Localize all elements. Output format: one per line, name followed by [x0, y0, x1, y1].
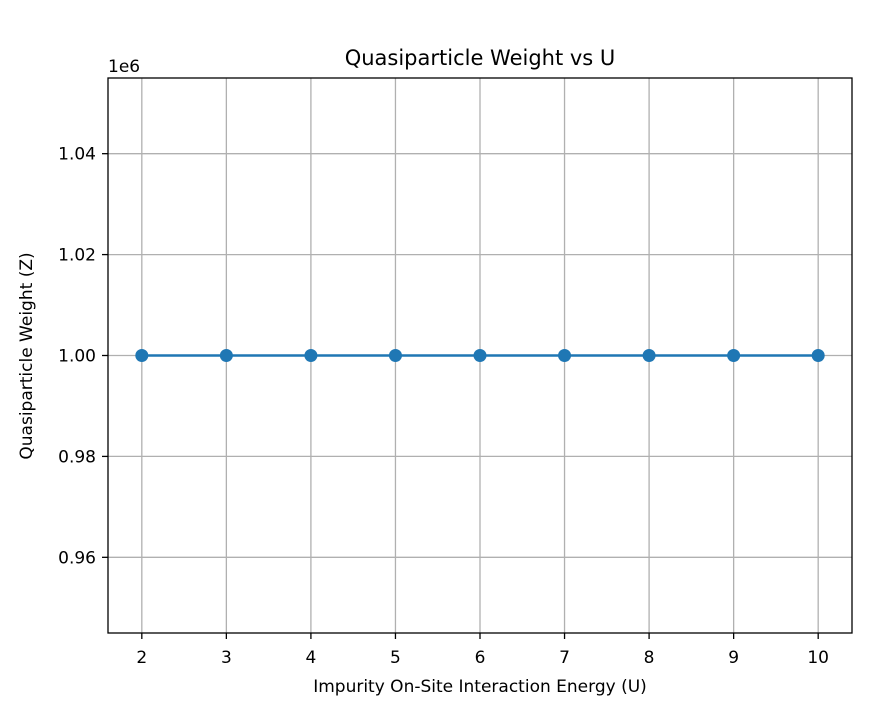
data-point [473, 349, 487, 362]
axis-ticks: 2 3 4 5 6 7 8 9 10 0.96 0.98 1.00 1.02 1.04 [58, 145, 829, 668]
x-tick-label: 6 [475, 648, 486, 668]
chart-title: Quasiparticle Weight vs U [345, 46, 616, 70]
data-point [388, 349, 402, 362]
x-tick-label: 5 [390, 648, 401, 668]
x-tick-label: 4 [305, 648, 316, 668]
data-point [304, 349, 318, 362]
y-tick-label: 1.04 [58, 145, 96, 165]
y-axis-label: Quasiparticle Weight (Z) [17, 252, 37, 459]
data-point [811, 349, 825, 362]
x-tick-label: 10 [807, 648, 829, 668]
y-tick-label: 1.02 [58, 246, 96, 266]
data-point [558, 349, 572, 362]
data-point [727, 349, 741, 362]
y-axis-offset-label: 1e6 [108, 57, 140, 77]
data-point [135, 349, 149, 362]
data-point [642, 349, 656, 362]
y-tick-label: 0.98 [58, 447, 96, 467]
data-point [219, 349, 233, 362]
x-tick-label: 7 [559, 648, 570, 668]
y-tick-label: 1.00 [58, 347, 96, 367]
x-tick-label: 9 [728, 648, 739, 668]
x-axis-label: Impurity On-Site Interaction Energy (U) [313, 677, 647, 697]
x-tick-label: 3 [221, 648, 232, 668]
series-layer [135, 349, 825, 362]
x-tick-label: 2 [136, 648, 147, 668]
x-tick-label: 8 [644, 648, 655, 668]
y-tick-label: 0.96 [58, 548, 96, 568]
